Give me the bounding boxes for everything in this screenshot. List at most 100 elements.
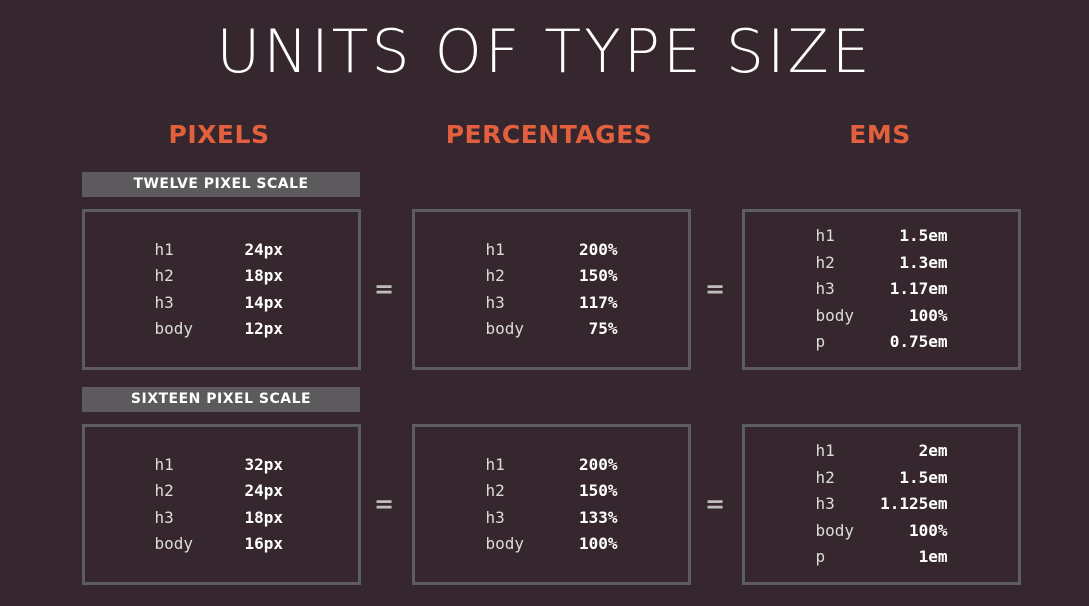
element-name: h3 bbox=[815, 279, 835, 299]
size-value: 133% bbox=[578, 507, 618, 527]
size-value: 1.3em bbox=[899, 252, 948, 272]
size-value: 1.5em bbox=[899, 467, 948, 487]
element-name: h1 bbox=[485, 454, 505, 474]
size-value: 75% bbox=[588, 319, 618, 338]
element-name: p bbox=[815, 332, 826, 352]
size-row: body 75% bbox=[486, 316, 618, 343]
size-row: body 16px bbox=[155, 531, 289, 558]
size-row: h1 24px bbox=[155, 237, 289, 264]
size-row: h2 150% bbox=[486, 478, 618, 505]
twelve-pixel-scale-label: TWELVE PIXEL SCALE bbox=[82, 172, 360, 197]
size-value: 1.125em bbox=[880, 494, 948, 514]
size-row: h2 24px bbox=[155, 478, 289, 505]
element-name: body bbox=[815, 305, 855, 325]
size-row: h3 14px bbox=[155, 290, 289, 317]
twelve-ems-box: h1 1.5em h2 1.3em h3 1.17em body 100% p 0.75em bbox=[742, 209, 1021, 370]
element-name: body bbox=[485, 534, 525, 553]
size-row: h1 1.5em bbox=[816, 223, 948, 250]
element-name: h3 bbox=[154, 292, 174, 312]
pixels-column-heading: PIXELS bbox=[168, 120, 270, 149]
element-name: h3 bbox=[485, 507, 505, 527]
size-row: h1 2em bbox=[816, 438, 948, 465]
sixteen-ems-rows: h1 2em h2 1.5em h3 1.125em body 100% p 1em bbox=[816, 438, 948, 571]
twelve-percentages-box: h1 200% h2 150% h3 117% body 75% bbox=[412, 209, 691, 370]
element-name: h1 bbox=[815, 441, 835, 461]
size-row: h1 32px bbox=[155, 452, 289, 479]
page-title: UNITS OF TYPE SIZE bbox=[216, 17, 873, 87]
size-value: 24px bbox=[244, 239, 284, 259]
size-value: 18px bbox=[244, 507, 284, 527]
size-row: h1 200% bbox=[486, 452, 618, 479]
equals-sign: = bbox=[374, 275, 395, 303]
size-row: h2 150% bbox=[486, 263, 618, 290]
element-name: h2 bbox=[485, 481, 505, 500]
twelve-pixels-box: h1 24px h2 18px h3 14px body 12px bbox=[82, 209, 361, 370]
size-value: 117% bbox=[578, 292, 618, 312]
size-row: p 1em bbox=[816, 544, 948, 571]
size-value: 2em bbox=[918, 441, 948, 461]
size-row: h3 133% bbox=[486, 505, 618, 532]
element-name: h3 bbox=[154, 507, 174, 527]
size-value: 100% bbox=[908, 520, 948, 540]
twelve-pixels-rows: h1 24px h2 18px h3 14px body 12px bbox=[155, 237, 289, 343]
size-value: 100% bbox=[578, 534, 618, 553]
size-value: 1.17em bbox=[889, 279, 948, 299]
size-row: h2 1.5em bbox=[816, 465, 948, 492]
size-value: 18px bbox=[244, 266, 284, 285]
element-name: h2 bbox=[485, 266, 505, 285]
size-value: 12px bbox=[244, 319, 284, 338]
size-row: h2 1.3em bbox=[816, 250, 948, 277]
size-value: 150% bbox=[578, 266, 618, 285]
element-name: body bbox=[154, 319, 194, 338]
size-row: h3 1.17em bbox=[816, 276, 948, 303]
size-value: 200% bbox=[578, 239, 618, 259]
sixteen-percentages-rows: h1 200% h2 150% h3 133% body 100% bbox=[486, 452, 618, 558]
element-name: h2 bbox=[154, 481, 174, 500]
size-value: 0.75em bbox=[889, 332, 948, 352]
size-row: p 0.75em bbox=[816, 329, 948, 356]
size-row: h3 1.125em bbox=[816, 491, 948, 518]
element-name: h1 bbox=[485, 239, 505, 259]
size-row: body 12px bbox=[155, 316, 289, 343]
element-name: body bbox=[815, 520, 855, 540]
size-value: 100% bbox=[908, 305, 948, 325]
element-name: p bbox=[815, 547, 826, 567]
sixteen-percentages-box: h1 200% h2 150% h3 133% body 100% bbox=[412, 424, 691, 585]
element-name: h2 bbox=[815, 252, 835, 272]
sixteen-pixels-box: h1 32px h2 24px h3 18px body 16px bbox=[82, 424, 361, 585]
element-name: h1 bbox=[815, 226, 835, 246]
element-name: h2 bbox=[815, 467, 835, 487]
sixteen-pixel-scale-label: SIXTEEN PIXEL SCALE bbox=[82, 387, 360, 412]
sixteen-ems-box: h1 2em h2 1.5em h3 1.125em body 100% p 1em bbox=[742, 424, 1021, 585]
twelve-percentages-rows: h1 200% h2 150% h3 117% body 75% bbox=[486, 237, 618, 343]
size-value: 14px bbox=[244, 292, 284, 312]
size-row: h3 18px bbox=[155, 505, 289, 532]
element-name: h3 bbox=[815, 494, 835, 514]
equals-sign: = bbox=[705, 275, 726, 303]
percentages-column-heading: PERCENTAGES bbox=[445, 120, 653, 149]
element-name: h1 bbox=[154, 454, 174, 474]
size-value: 24px bbox=[244, 481, 284, 500]
size-value: 200% bbox=[578, 454, 618, 474]
size-row: h1 200% bbox=[486, 237, 618, 264]
size-row: body 100% bbox=[816, 303, 948, 330]
size-value: 150% bbox=[578, 481, 618, 500]
size-row: body 100% bbox=[816, 518, 948, 545]
size-value: 1.5em bbox=[899, 226, 948, 246]
size-row: h3 117% bbox=[486, 290, 618, 317]
element-name: h3 bbox=[485, 292, 505, 312]
element-name: h1 bbox=[154, 239, 174, 259]
sixteen-pixels-rows: h1 32px h2 24px h3 18px body 16px bbox=[155, 452, 289, 558]
size-value: 32px bbox=[244, 454, 284, 474]
element-name: body bbox=[485, 319, 525, 338]
size-value: 1em bbox=[918, 547, 948, 567]
size-row: h2 18px bbox=[155, 263, 289, 290]
size-value: 16px bbox=[244, 534, 284, 553]
equals-sign: = bbox=[705, 490, 726, 518]
element-name: h2 bbox=[154, 266, 174, 285]
ems-column-heading: EMS bbox=[849, 120, 911, 149]
element-name: body bbox=[154, 534, 194, 553]
twelve-ems-rows: h1 1.5em h2 1.3em h3 1.17em body 100% p 0.75em bbox=[816, 223, 948, 356]
size-row: body 100% bbox=[486, 531, 618, 558]
equals-sign: = bbox=[374, 490, 395, 518]
